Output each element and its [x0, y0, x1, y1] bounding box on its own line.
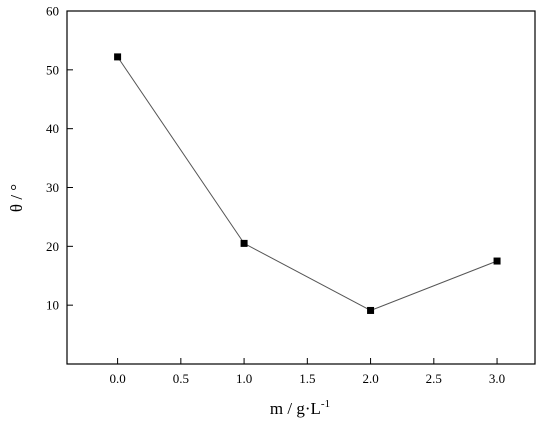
y-tick-label: 40	[46, 121, 59, 136]
x-axis: 0.0 0.5 1.0 1.5 2.0 2.5 3.0	[109, 358, 505, 386]
y-tick-label: 60	[46, 4, 59, 19]
series-layer	[114, 53, 501, 314]
x-tick-label: 0.5	[173, 371, 189, 386]
y-axis: 10 20 30 40 50 60	[46, 4, 73, 313]
x-tick-label: 2.0	[362, 371, 378, 386]
data-point	[240, 239, 248, 247]
y-tick-label: 10	[46, 298, 59, 313]
x-tick-label: 1.0	[236, 371, 252, 386]
y-tick-label: 20	[46, 239, 59, 254]
y-tick-label: 30	[46, 180, 59, 195]
x-tick-label: 2.5	[426, 371, 442, 386]
x-axis-label: m / g·L-1	[270, 398, 330, 418]
y-tick-label: 50	[46, 62, 59, 77]
plot-frame	[66, 10, 536, 365]
series-line	[117, 56, 498, 312]
x-tick-label: 1.5	[299, 371, 315, 386]
x-tick-label: 0.0	[109, 371, 125, 386]
data-point	[114, 53, 122, 61]
data-point	[367, 306, 375, 314]
x-tick-label: 3.0	[489, 371, 505, 386]
plot-area	[66, 10, 536, 365]
y-axis-label: θ / °	[7, 184, 26, 212]
data-point	[493, 257, 501, 265]
